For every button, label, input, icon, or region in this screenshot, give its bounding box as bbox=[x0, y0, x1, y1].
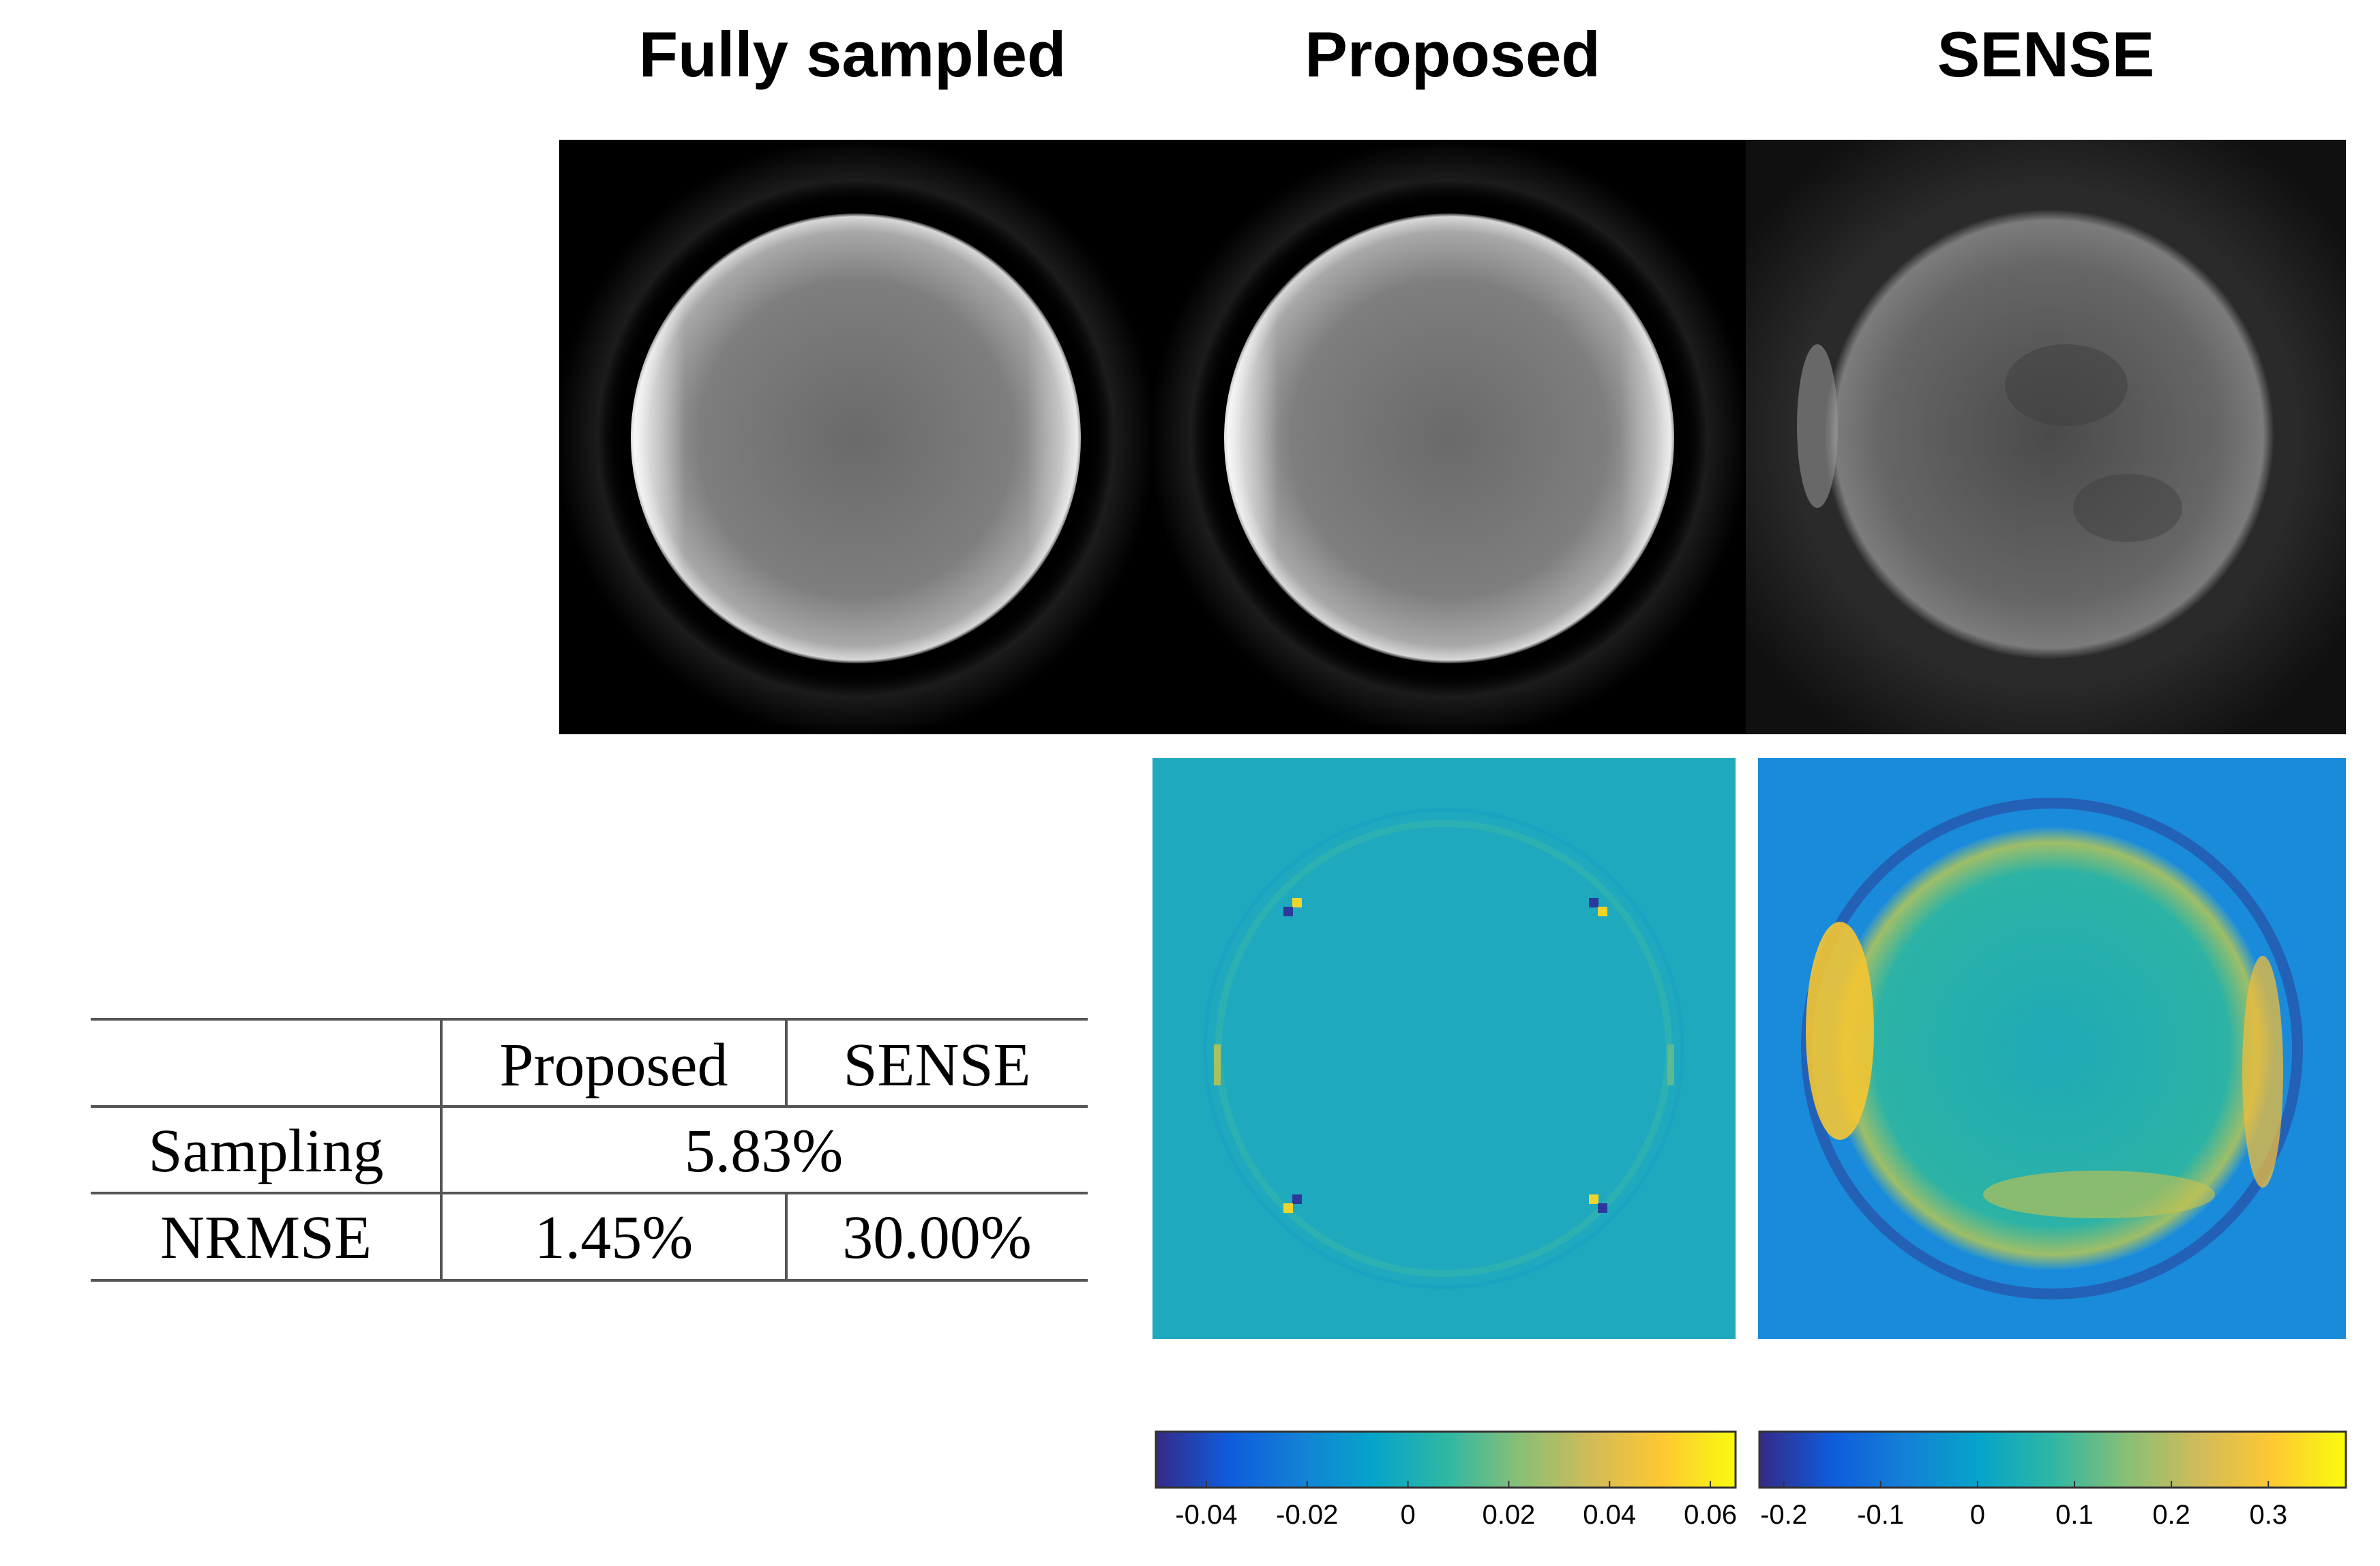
title-sense: SENSE bbox=[1937, 18, 2155, 90]
row-label-sampling: Sampling bbox=[148, 1117, 383, 1185]
colorbar-proposed: -0.04 -0.02 0 0.02 0.04 0.06 bbox=[1152, 1425, 1739, 1561]
colorbar-sense-tick-label: -0.1 bbox=[1857, 1500, 1904, 1530]
title-fully-sampled: Fully sampled bbox=[638, 18, 1067, 90]
image-proposed bbox=[1152, 140, 1746, 734]
colorbar-sense-tick-label: 0.1 bbox=[2055, 1500, 2094, 1530]
colorbar-sense: -0.2 -0.1 0 0.1 0.2 0.3 bbox=[1753, 1425, 2353, 1561]
colorbar-proposed-tick-label: 0.06 bbox=[1684, 1500, 1737, 1530]
header-sense: SENSE bbox=[843, 1032, 1030, 1099]
colorbar-proposed-tick-label: 0.04 bbox=[1583, 1500, 1636, 1530]
error-map-proposed bbox=[1152, 758, 1736, 1339]
title-proposed: Proposed bbox=[1305, 18, 1601, 90]
colorbar-proposed-tick-label: -0.04 bbox=[1175, 1500, 1237, 1530]
image-fully-sampled bbox=[559, 140, 1152, 734]
image-sense bbox=[1746, 140, 2346, 734]
nrmse-sense: 30.00% bbox=[842, 1204, 1031, 1271]
colorbar-sense-gradient bbox=[1758, 1430, 2347, 1489]
colorbar-sense-tick-label: 0.2 bbox=[2152, 1500, 2190, 1530]
colorbar-proposed-tick-label: 0.02 bbox=[1482, 1500, 1535, 1530]
nrmse-proposed: 1.45% bbox=[535, 1204, 693, 1271]
colorbar-sense-tick-label: -0.2 bbox=[1760, 1500, 1807, 1530]
sampling-value: 5.83% bbox=[685, 1117, 843, 1185]
header-proposed: Proposed bbox=[500, 1032, 728, 1099]
error-map-sense bbox=[1758, 758, 2346, 1339]
row-label-nrmse: NRMSE bbox=[160, 1204, 372, 1271]
colorbar-proposed-tick-label: 0 bbox=[1400, 1500, 1415, 1530]
error-artifact-spots bbox=[1214, 898, 1674, 1213]
colorbar-sense-tick-label: 0 bbox=[1970, 1500, 1985, 1530]
results-table: Proposed SENSE Sampling 5.83% NRMSE 1.45… bbox=[82, 1009, 1098, 1289]
colorbar-proposed-tick-label: -0.02 bbox=[1276, 1500, 1338, 1530]
colorbar-sense-tick-label: 0.3 bbox=[2249, 1500, 2287, 1530]
colorbar-proposed-gradient bbox=[1155, 1430, 1737, 1489]
